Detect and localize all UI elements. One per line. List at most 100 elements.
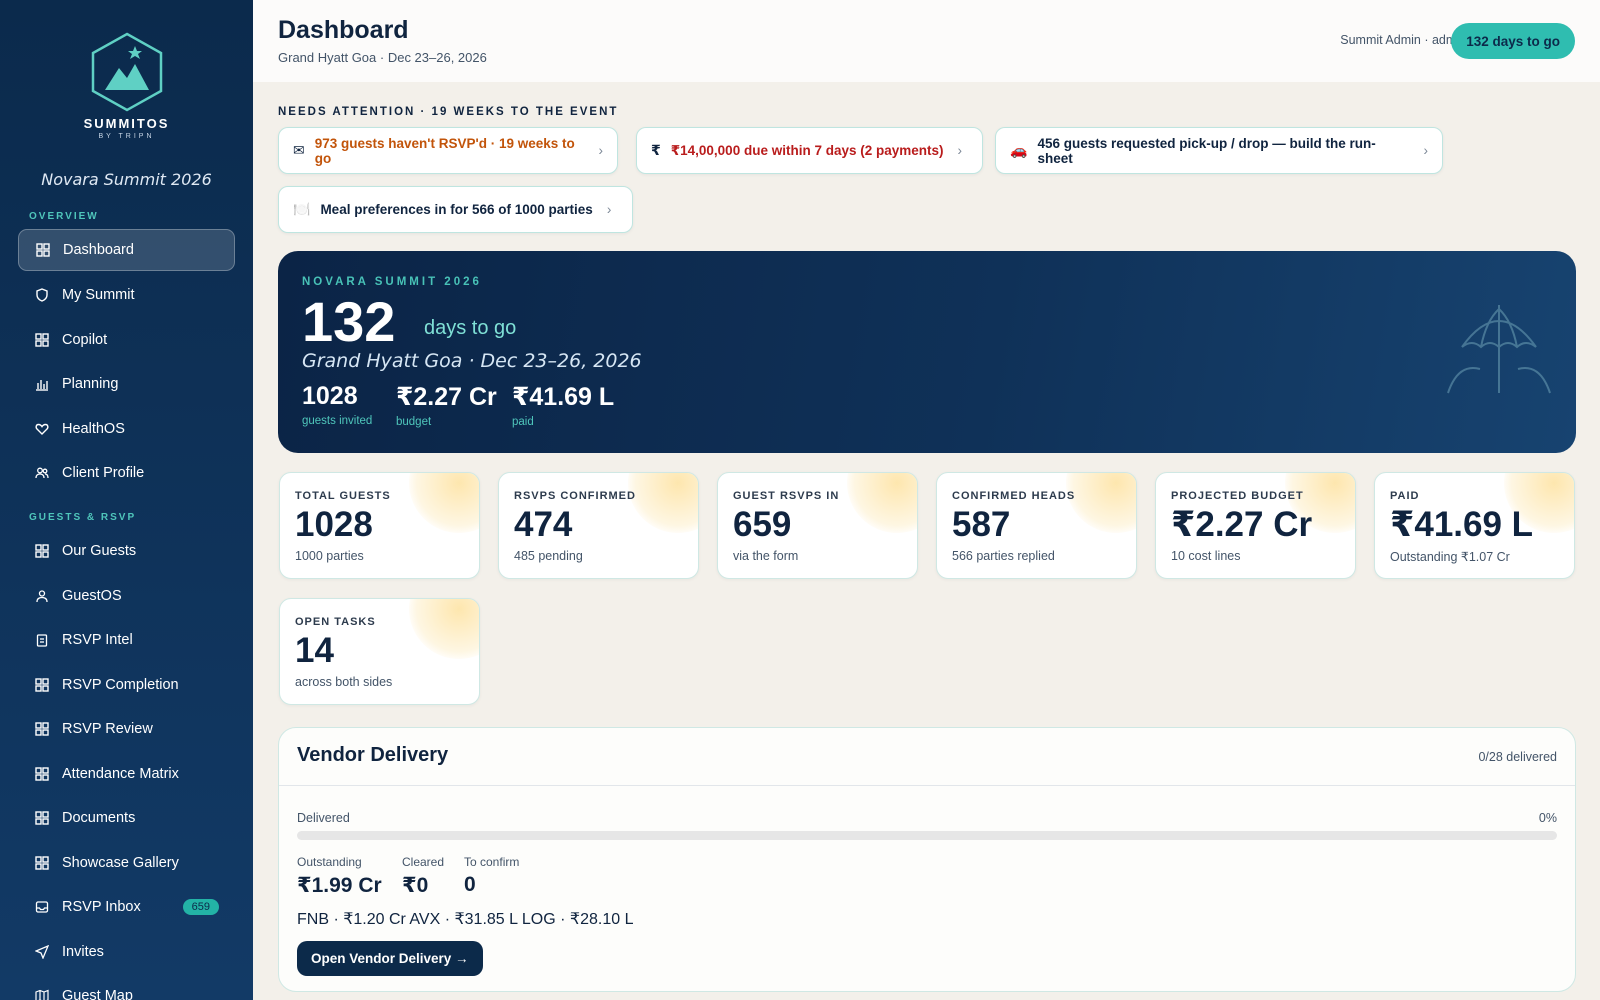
vendor-delivered-count: 0/28 delivered [1478,750,1557,764]
vendor-stat-label: Cleared [402,855,445,869]
hero-days-count: 132 [302,290,396,353]
header: Dashboard Grand Hyatt Goa · Dec 23–26, 2… [253,0,1600,82]
sidebar-item-rsvp-completion[interactable]: RSVP Completion [18,664,235,706]
sidebar-item-attendance-matrix[interactable]: Attendance Matrix [18,753,235,795]
shield-icon [34,287,50,303]
vendor-stat-cleared: Cleared ₹0 [402,855,444,898]
grid-icon [34,677,50,693]
sidebar-item-invites[interactable]: Invites [18,931,235,973]
open-vendor-delivery-button[interactable]: Open Vendor Delivery → [297,941,483,976]
clipboard-icon [34,632,50,648]
mail-icon: ✉ [293,142,305,158]
hero-days-label: days to go [424,317,517,339]
vendor-stat-to-confirm: To confirm 0 [464,855,519,897]
needs-attention-label: NEEDS ATTENTION · 19 WEEKS TO THE EVENT [278,106,619,118]
sidebar-item-label: HealthOS [62,421,125,437]
bar-chart-icon [34,376,50,392]
stat-sub: 566 parties replied [952,549,1055,563]
stat-card-guest-rsvps-in[interactable]: GUEST RSVPS IN 659 via the form [717,472,918,579]
sidebar-item-label: RSVP Review [62,721,153,737]
stat-label: TOTAL GUESTS [295,490,391,502]
stat-card-rsvps-confirmed[interactable]: RSVPS CONFIRMED 474 485 pending [498,472,699,579]
sidebar-item-guestos[interactable]: GuestOS [18,575,235,617]
event-name: Novara Summit 2026 [41,170,212,189]
decorative-blob [1066,473,1136,533]
sidebar-item-label: Attendance Matrix [62,766,179,782]
chevron-right-icon: › [1423,143,1429,158]
grid-icon [34,721,50,737]
stat-value: ₹41.69 L [1390,505,1534,544]
map-icon [34,988,50,1000]
stat-card-paid[interactable]: PAID ₹41.69 L Outstanding ₹1.07 Cr [1374,472,1575,579]
stat-label: GUEST RSVPS IN [733,490,840,502]
attention-text: ₹14,00,000 due within 7 days (2 payments… [670,142,944,158]
attention-card-meals[interactable]: 🍽️ Meal preferences in for 566 of 1000 p… [278,186,633,233]
car-icon: 🚗 [1010,142,1028,158]
attention-card-rsvp[interactable]: ✉ 973 guests haven't RSVP'd · 19 weeks t… [278,127,618,174]
sidebar-item-dashboard[interactable]: Dashboard [18,229,235,271]
sidebar-item-label: GuestOS [62,588,122,604]
stat-value: ₹2.27 Cr [1171,505,1313,544]
hero-stat-value: 1028 [302,382,358,410]
sidebar-item-our-guests[interactable]: Our Guests [18,530,235,572]
sidebar-item-label: Client Profile [62,465,145,481]
sidebar-item-planning[interactable]: Planning [18,363,235,405]
hero-banner: NOVARA SUMMIT 2026 132 days to go Grand … [278,251,1576,453]
stat-sub: 1000 parties [295,549,364,563]
decorative-blob [847,473,917,533]
stat-label: RSVPS CONFIRMED [514,490,636,502]
sidebar-item-showcase-gallery[interactable]: Showcase Gallery [18,842,235,884]
sidebar-item-my-summit[interactable]: My Summit [18,274,235,316]
sidebar-item-healthos[interactable]: HealthOS [18,408,235,450]
stat-card-open-tasks[interactable]: OPEN TASKS 14 across both sides [279,598,480,705]
delivered-progress-bar [297,831,1557,840]
sidebar-item-label: RSVP Inbox [62,899,141,915]
grid-icon [34,332,50,348]
attention-text: Meal preferences in for 566 of 1000 part… [320,202,593,217]
hero-kicker: NOVARA SUMMIT 2026 [302,276,482,288]
stat-card-projected-budget[interactable]: PROJECTED BUDGET ₹2.27 Cr 10 cost lines [1155,472,1356,579]
grid-icon [34,810,50,826]
sidebar-item-documents[interactable]: Documents [18,797,235,839]
sidebar-item-rsvp-review[interactable]: RSVP Review [18,708,235,750]
hero-stat-budget: ₹2.27 Cr budget [396,382,497,428]
sidebar-item-label: Dashboard [63,242,134,258]
hero-stat-value: ₹2.27 Cr [396,383,497,411]
inbox-icon [34,899,50,915]
stat-label: OPEN TASKS [295,616,376,628]
stat-value: 1028 [295,505,373,544]
sidebar-item-copilot[interactable]: Copilot [18,319,235,361]
sidebar-item-guest-map[interactable]: Guest Map [18,975,235,1000]
vendor-delivery-panel: Vendor Delivery 0/28 delivered Delivered… [278,727,1576,992]
hero-stat-label: paid [512,416,534,428]
stat-value: 659 [733,505,792,544]
sidebar-item-label: My Summit [62,287,135,303]
sidebar-item-label: Invites [62,944,104,960]
attention-card-transport[interactable]: 🚗 456 guests requested pick-up / drop — … [995,127,1443,174]
stat-sub: 10 cost lines [1171,549,1241,563]
sidebar-item-rsvp-intel[interactable]: RSVP Intel [18,619,235,661]
stat-value: 474 [514,505,573,544]
grid-icon [35,242,51,258]
stat-card-total-guests[interactable]: TOTAL GUESTS 1028 1000 parties [279,472,480,579]
section-overview: OVERVIEW [29,211,99,222]
stat-label: PROJECTED BUDGET [1171,490,1304,502]
vendor-title: Vendor Delivery [297,744,449,766]
sidebar-item-label: RSVP Completion [62,677,179,693]
vendor-stat-value: ₹0 [402,874,429,897]
attention-text: 973 guests haven't RSVP'd · 19 weeks to … [314,135,575,166]
user-info[interactable]: Summit Admin · admin [1340,33,1466,47]
brand-name: SUMMITOS [83,116,170,131]
sidebar-item-label: Copilot [62,332,108,348]
heart-icon [34,421,50,437]
sidebar-item-client-profile[interactable]: Client Profile [18,452,235,494]
decorative-blob [628,473,698,533]
mountain-logo-icon [91,32,162,112]
logo[interactable]: SUMMITOS BY TRIPN [0,32,253,140]
stat-label: PAID [1390,490,1420,502]
stat-card-confirmed-heads[interactable]: CONFIRMED HEADS 587 566 parties replied [936,472,1137,579]
vendor-category-breakdown: FNB · ₹1.20 Cr AVX · ₹31.85 L LOG · ₹28.… [297,911,634,928]
sidebar-item-rsvp-inbox[interactable]: RSVP Inbox 659 [18,886,235,928]
chevron-right-icon: › [957,143,963,158]
attention-card-payments[interactable]: ₹ ₹14,00,000 due within 7 days (2 paymen… [636,127,983,174]
